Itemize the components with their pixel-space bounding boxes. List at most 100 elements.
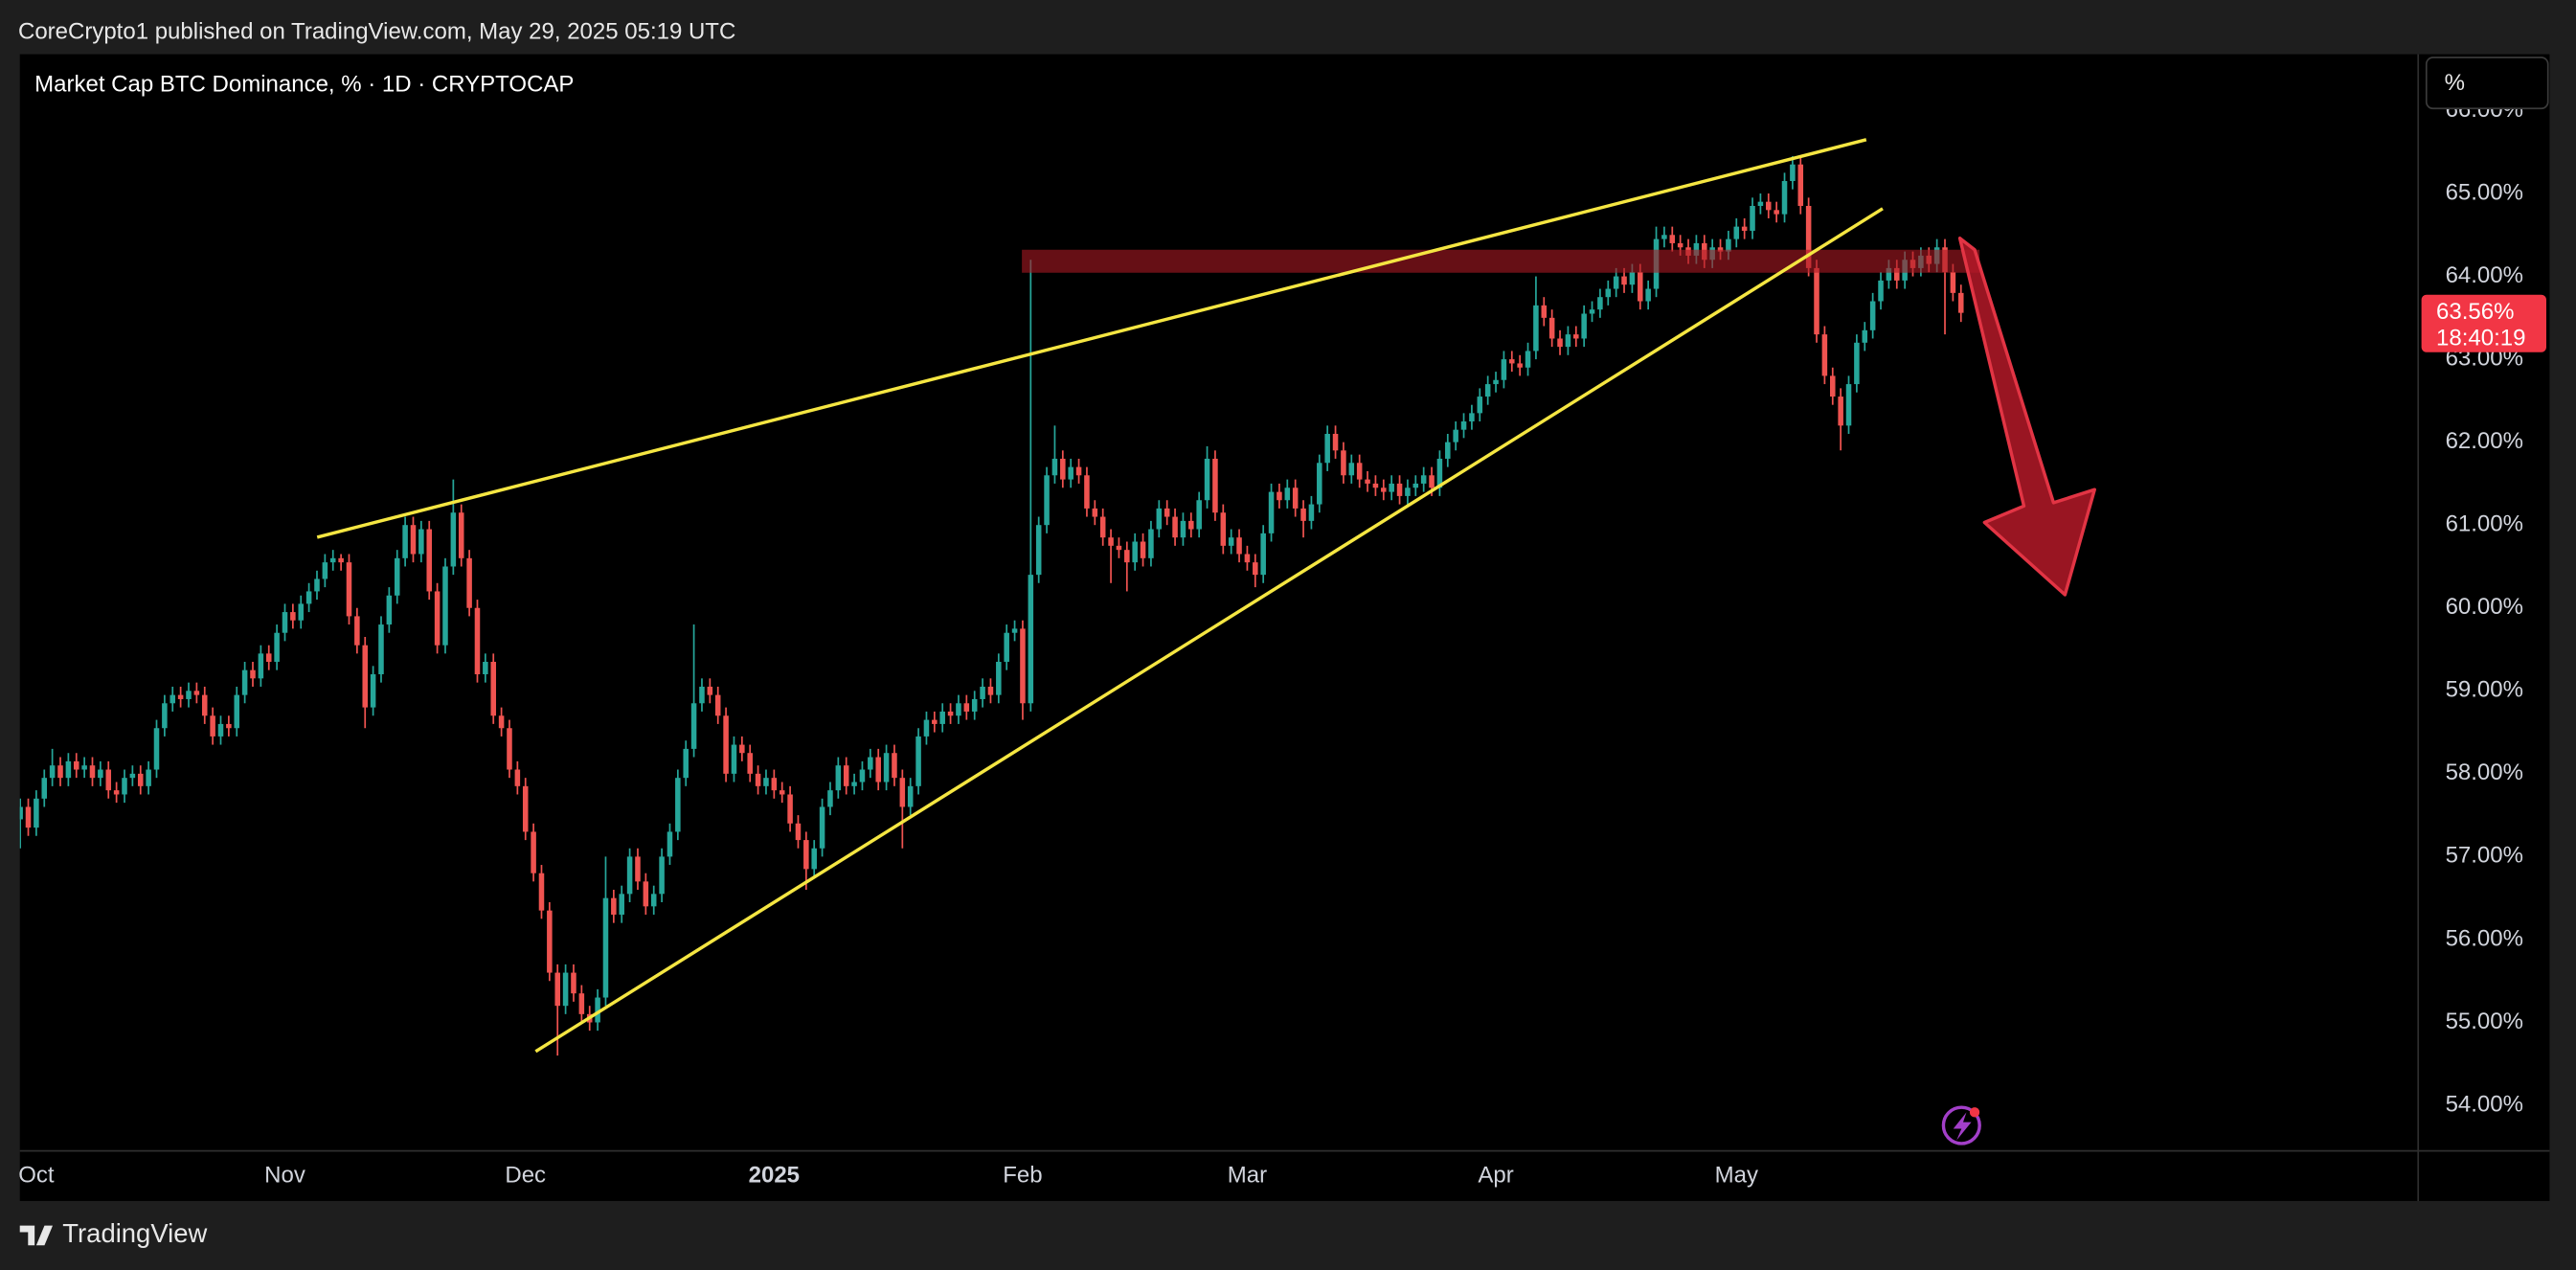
- candle-body: [241, 669, 248, 695]
- candle-body: [250, 669, 256, 679]
- candle-body: [354, 616, 360, 646]
- candle-body: [547, 910, 553, 973]
- y-tick-label: 59.00%: [2446, 677, 2523, 703]
- candle-body: [956, 703, 961, 716]
- candle-body: [1757, 201, 1764, 206]
- drawings: [316, 138, 2096, 1145]
- candle-body: [1011, 628, 1018, 633]
- candle-body: [507, 728, 512, 770]
- candle-body: [578, 993, 585, 1014]
- candle-body: [25, 806, 32, 828]
- candle-body: [153, 728, 160, 770]
- candle-body: [1164, 508, 1170, 517]
- candle-body: [1469, 413, 1475, 422]
- candle-body: [177, 694, 184, 699]
- candle-body: [1108, 537, 1114, 546]
- candle-body: [538, 873, 545, 911]
- price-axis: 54.00% 55.00% 56.00% 57.00% 58.00% 59.00% 60.0…: [2446, 97, 2523, 1118]
- candle-body: [1196, 500, 1202, 530]
- candle-body: [1035, 525, 1042, 576]
- candle-body: [1453, 429, 1458, 442]
- candle-body: [1188, 520, 1194, 530]
- alert-icon[interactable]: [1941, 1105, 1981, 1145]
- x-tick-label: Oct: [18, 1163, 55, 1189]
- candle-body: [1766, 201, 1772, 211]
- candle-body: [1854, 342, 1860, 385]
- candle-body: [892, 753, 897, 779]
- candle-body: [1621, 276, 1627, 285]
- candle-body: [1493, 379, 1499, 385]
- candle-body: [1308, 504, 1315, 521]
- y-tick-label: 55.00%: [2446, 1009, 2523, 1034]
- candle-body: [274, 632, 280, 663]
- candle-body: [169, 694, 176, 704]
- candle-body: [1501, 359, 1507, 380]
- candle-body: [699, 686, 705, 704]
- candle-body: [1589, 309, 1595, 314]
- candle-body: [643, 881, 649, 907]
- candle-body: [932, 719, 938, 724]
- candle-body: [1236, 537, 1242, 555]
- y-tick-label: 64.00%: [2446, 262, 2523, 288]
- candle-body: [939, 711, 945, 724]
- candle-body: [1565, 334, 1571, 348]
- candle-body: [474, 607, 481, 674]
- candle-body: [980, 686, 985, 699]
- footer-logo[interactable]: TradingView: [19, 1218, 208, 1248]
- candle-body: [1332, 433, 1339, 451]
- y-tick-label: 58.00%: [2446, 760, 2523, 785]
- y-tick-label: 65.00%: [2446, 179, 2523, 205]
- candle-body: [1148, 529, 1154, 558]
- x-tick-label: Mar: [1228, 1163, 1267, 1189]
- candle-body: [739, 744, 745, 754]
- candle-body: [659, 856, 665, 895]
- candle-body: [418, 529, 424, 555]
- candle-body: [186, 691, 192, 699]
- resistance-zone: [1022, 249, 1980, 273]
- candle-body: [1317, 463, 1322, 505]
- candle-body: [571, 972, 576, 994]
- candle-body: [137, 773, 144, 786]
- price-tag-group: 63.56%18:40:19: [2421, 294, 2546, 352]
- candle-body: [1477, 397, 1483, 414]
- candle-body: [1894, 267, 1900, 281]
- candle-body: [1396, 483, 1403, 496]
- x-tick-label: Apr: [1478, 1163, 1513, 1189]
- candle-body: [1020, 628, 1026, 704]
- candles: [19, 156, 1964, 1056]
- candle-body: [714, 694, 721, 716]
- candle-body: [1260, 533, 1266, 576]
- candle-body: [554, 972, 560, 1007]
- candle-body: [707, 686, 713, 695]
- candle-body: [1172, 516, 1178, 538]
- y-tick-label: 62.00%: [2446, 428, 2523, 454]
- candle-body: [1099, 516, 1106, 538]
- candle-body: [1028, 575, 1034, 704]
- price-tag: [2421, 294, 2546, 352]
- y-tick-label: 57.00%: [2446, 843, 2523, 869]
- candle-body: [859, 769, 866, 782]
- alert-dot: [1969, 1107, 1980, 1118]
- candle-body: [1140, 541, 1146, 558]
- candle-body: [819, 806, 825, 849]
- candle-body: [827, 790, 833, 807]
- candle-body: [226, 723, 232, 729]
- candle-body: [290, 612, 296, 621]
- candle-body: [1429, 475, 1435, 488]
- candle-body: [305, 591, 312, 604]
- candle-body: [602, 897, 609, 998]
- candle-body: [811, 848, 817, 870]
- candle-body: [1613, 276, 1619, 289]
- candle-body: [98, 769, 103, 779]
- candle-body: [498, 715, 505, 729]
- candle-body: [394, 557, 400, 596]
- unit-box[interactable]: [2425, 57, 2549, 110]
- candle-body: [522, 785, 529, 832]
- candle-body: [1348, 463, 1355, 476]
- candle-body: [996, 662, 1002, 695]
- candle-body: [907, 785, 914, 807]
- candle-body: [34, 798, 39, 828]
- candle-body: [146, 769, 151, 786]
- candle-body: [795, 823, 802, 841]
